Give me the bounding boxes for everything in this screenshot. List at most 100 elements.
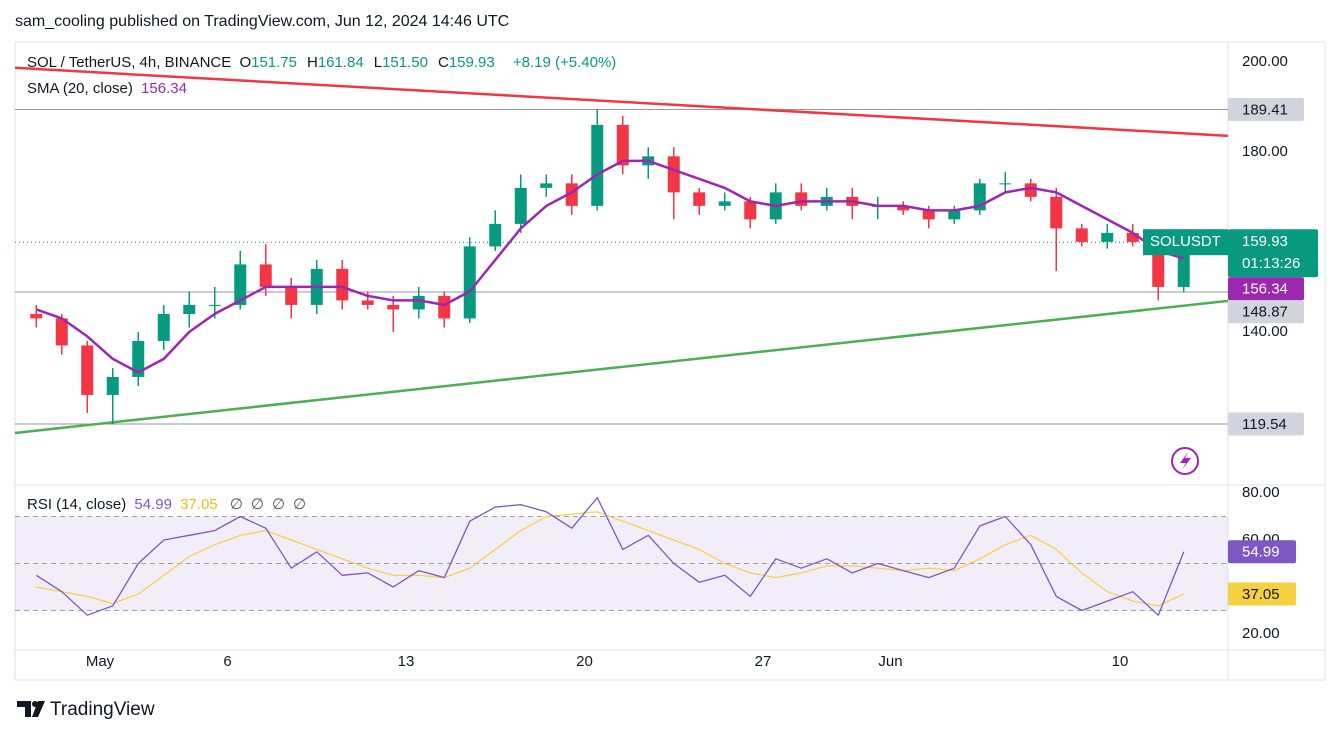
rsi-ma-badge-bg: [1228, 582, 1296, 606]
symbol-legend: SOL / TetherUS, 4h, BINANCE O151.75 H161.…: [27, 54, 620, 71]
candle-body: [438, 295, 451, 319]
sma-name: SMA (20, close): [27, 80, 133, 97]
candle-body: [897, 205, 910, 211]
rsi-extra: ∅: [229, 496, 243, 513]
logo: [17, 701, 45, 717]
candle-body: [948, 210, 961, 220]
level-badge-bg: [1228, 300, 1304, 324]
price-badge: 159.93: [1242, 233, 1288, 250]
y-tick-label: 180.00: [1242, 143, 1288, 160]
sma-line: [35, 159, 1185, 374]
ohlc-value: 151.75: [251, 54, 297, 71]
rsi-badge: 54.99: [1242, 544, 1280, 561]
rsi-line: [35, 497, 1185, 616]
sma-badge-bg: [1228, 277, 1304, 301]
rsi-extra: ∅: [250, 496, 264, 513]
ticker-badge-bg: [1143, 229, 1228, 256]
change: +8.19 (+5.40%): [512, 54, 617, 71]
candle-body: [744, 201, 757, 220]
rsi-ma-line: [36, 511, 1185, 607]
y-tick-label: 200.00: [1242, 53, 1288, 70]
ticker-badge: SOLUSDT: [1150, 233, 1221, 250]
candle-body: [1101, 232, 1114, 242]
y-tick-label: 140.00: [1242, 323, 1288, 340]
rsi-ma-value: 37.05: [180, 496, 218, 513]
candle-body: [234, 264, 247, 305]
candle-body: [1075, 228, 1088, 242]
candle-body: [922, 210, 935, 220]
countdown: 01:13:26: [1242, 255, 1300, 272]
header: sam_cooling published on TradingView.com…: [15, 13, 509, 30]
x-tick-label: 10: [1112, 653, 1129, 670]
candle-body: [1024, 183, 1037, 197]
candle-body: [412, 295, 425, 310]
rsi-tick-label: 80.00: [1242, 484, 1280, 501]
x-tick-label: May: [86, 653, 115, 670]
candle-body: [1050, 196, 1063, 229]
x-tick-label: 6: [223, 653, 231, 670]
ohlc: O151.75 H161.84 L151.50 C159.93: [239, 54, 504, 71]
sma-value: 156.34: [141, 80, 187, 97]
ohlc-value: 161.84: [317, 54, 364, 71]
ohlc-value: 159.93: [448, 54, 495, 71]
candle-body: [463, 246, 476, 319]
sma-badge: 156.34: [1242, 281, 1288, 298]
candle-body: [208, 304, 221, 306]
candle-body: [259, 264, 272, 287]
trendline: [14, 66, 1229, 138]
alert-icon[interactable]: [1171, 447, 1199, 475]
rsi-extra: ∅: [271, 496, 286, 513]
candle-body: [591, 124, 604, 206]
candle-body: [55, 318, 68, 346]
rsi-name: RSI (14, close): [27, 496, 127, 513]
symbol: SOL / TetherUS, 4h, BINANCE: [27, 54, 232, 71]
level-badge: 119.54: [1242, 416, 1287, 433]
candle-body: [361, 300, 374, 305]
candle-body: [183, 304, 196, 314]
candle-body: [667, 156, 680, 193]
ohlc-label: C: [437, 54, 449, 71]
sma-legend: SMA (20, close) 156.34: [27, 80, 191, 97]
candle-body: [999, 183, 1012, 185]
candle-body: [616, 124, 629, 166]
trendline: [14, 299, 1229, 435]
candle-body: [718, 201, 731, 206]
candle-body: [540, 183, 553, 188]
rsi-ma-badge: 37.05: [1242, 586, 1280, 603]
footer-brand: TradingView: [50, 699, 155, 720]
level-badge-bg: [1228, 412, 1304, 436]
candle-body: [285, 286, 298, 305]
ohlc-label: O: [239, 54, 252, 71]
candle-body: [81, 345, 94, 395]
candle-body: [1126, 232, 1139, 242]
candle-body: [514, 187, 527, 224]
rsi-value: 54.99: [134, 496, 172, 513]
candle-body: [489, 223, 502, 247]
candle-body: [157, 313, 170, 341]
rsi-legend: RSI (14, close) 54.99 37.05 ∅ ∅ ∅ ∅: [27, 495, 310, 513]
ohlc-label: H: [307, 54, 318, 71]
chart-frame: [14, 41, 1326, 681]
candle-body: [30, 313, 43, 319]
x-tick-label: Jun: [878, 653, 902, 670]
x-tick-label: 27: [755, 653, 772, 670]
x-tick-label: 20: [576, 653, 593, 670]
price-badge-bg: [1228, 229, 1318, 278]
rsi-extra: ∅: [293, 496, 307, 513]
rsi-badge-bg: [1228, 540, 1296, 564]
candle-body: [387, 304, 400, 310]
level-badge: 189.41: [1242, 101, 1288, 118]
candle-body: [795, 192, 808, 206]
level-badge: 148.87: [1242, 304, 1288, 321]
candle-body: [336, 268, 349, 301]
candle-body: [106, 376, 119, 395]
ohlc-value: 151.50: [382, 54, 428, 71]
level-badge-bg: [1228, 97, 1304, 121]
x-tick-label: 13: [398, 653, 415, 670]
candle-body: [132, 340, 145, 377]
candle-body: [693, 192, 706, 206]
rsi-tick-label: 20.00: [1242, 625, 1280, 642]
ohlc-label: L: [373, 54, 383, 71]
